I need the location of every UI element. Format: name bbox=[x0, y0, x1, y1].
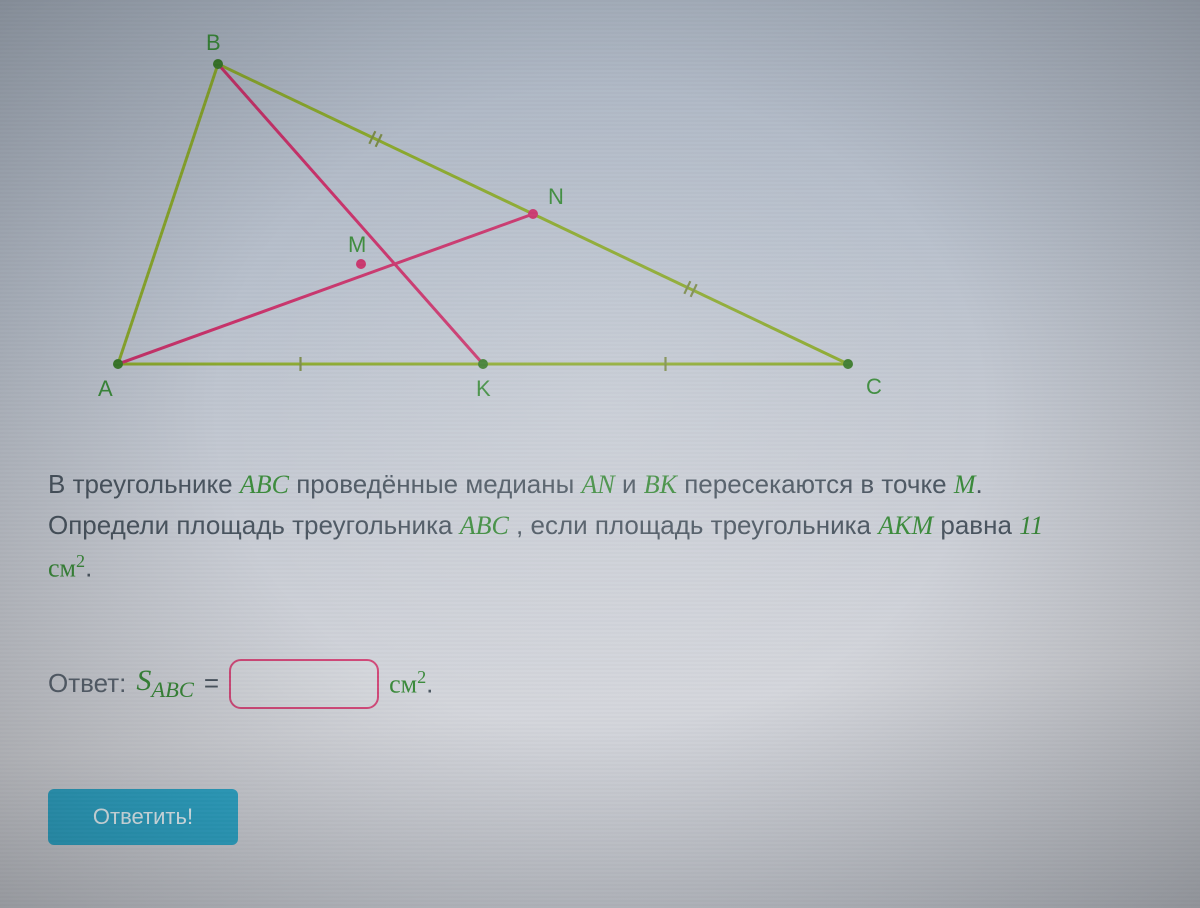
var-akm: AKM bbox=[878, 511, 933, 540]
problem-text: В треугольнике ABC проведённые медианы A… bbox=[48, 464, 1108, 589]
submit-button[interactable]: Ответить! bbox=[48, 789, 238, 845]
text: проведённые медианы bbox=[296, 469, 581, 499]
text: , если площадь треугольника bbox=[516, 510, 878, 540]
answer-label: Ответ: bbox=[48, 668, 126, 699]
given-value: 11 bbox=[1019, 511, 1043, 540]
s-letter: S bbox=[136, 664, 151, 697]
var-abc: ABC bbox=[240, 470, 289, 499]
svg-text:A: A bbox=[98, 376, 113, 401]
diagram: A B C K N M bbox=[48, 24, 928, 424]
unit: см bbox=[48, 553, 76, 582]
text: равна bbox=[940, 510, 1019, 540]
answer-row: Ответ: SABC = см2. bbox=[48, 659, 1152, 709]
answer-input[interactable] bbox=[229, 659, 379, 709]
submit-label: Ответить! bbox=[93, 804, 193, 830]
svg-text:C: C bbox=[866, 374, 882, 399]
var-an: AN bbox=[582, 470, 615, 499]
svg-text:K: K bbox=[476, 376, 491, 401]
s-subscript: ABC bbox=[151, 677, 194, 702]
equals: = bbox=[204, 668, 219, 699]
text: . bbox=[426, 669, 433, 699]
text: пересекаются в точке bbox=[684, 469, 954, 499]
unit: см bbox=[389, 670, 417, 699]
var-abc: ABC bbox=[460, 511, 509, 540]
text: В треугольнике bbox=[48, 469, 240, 499]
text: и bbox=[622, 469, 644, 499]
svg-text:M: M bbox=[348, 232, 366, 257]
unit-sup: 2 bbox=[76, 551, 85, 571]
svg-text:B: B bbox=[206, 30, 221, 55]
unit-sup: 2 bbox=[417, 667, 426, 687]
exercise-container: ABCKNM В треугольнике ABC проведённые ме… bbox=[48, 24, 1152, 845]
text: . bbox=[976, 469, 983, 499]
text: Определи площадь треугольника bbox=[48, 510, 460, 540]
text: . bbox=[85, 552, 92, 582]
var-m: M bbox=[954, 470, 976, 499]
svg-text:N: N bbox=[548, 184, 564, 209]
var-bk: BK bbox=[644, 470, 677, 499]
area-symbol: SABC bbox=[136, 664, 194, 703]
